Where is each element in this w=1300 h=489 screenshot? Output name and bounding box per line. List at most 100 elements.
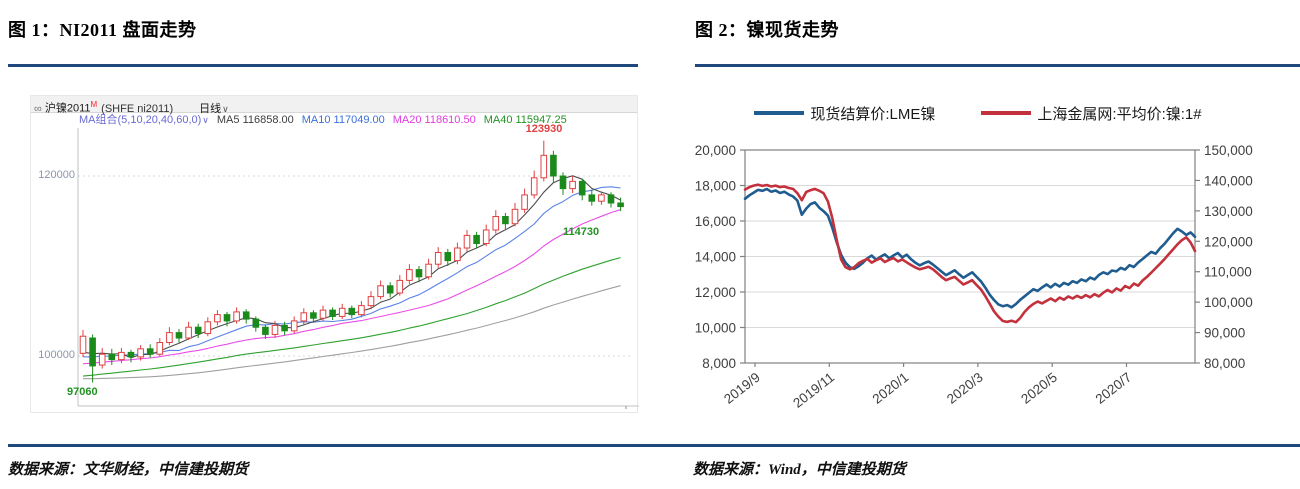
smm-line-swatch <box>981 111 1032 115</box>
candle-up <box>425 263 432 278</box>
candle-up <box>406 269 413 281</box>
period-dropdown[interactable]: 日线∨ <box>199 103 229 115</box>
candle-up <box>454 247 461 262</box>
left-axis-tick-label: 18,000 <box>695 179 736 194</box>
candle-up <box>521 194 528 210</box>
chevron-down-icon: ∨ <box>222 103 229 114</box>
candle-down <box>578 180 586 196</box>
right-axis-tick-label: 130,000 <box>1204 204 1253 219</box>
right-axis-tick-label: 100,000 <box>1204 295 1253 310</box>
candle-up <box>98 353 106 366</box>
ma20-value: MA20 118610.50 <box>392 114 476 126</box>
series-line <box>743 183 1197 324</box>
x-axis-tick-label: 2020/1 <box>870 370 912 407</box>
candle-up <box>204 321 212 335</box>
x-axis-tick-label: 2019/9 <box>721 370 763 407</box>
figure1-source: 数据来源：文华财经，中信建投期货 <box>8 462 249 478</box>
ma10-line <box>82 186 621 358</box>
ma-combo-label: MA组合(5,10,20,40,60,0) <box>79 114 202 126</box>
candlestick-plot <box>77 128 639 409</box>
candle-down <box>194 326 202 335</box>
ma40-line <box>82 257 621 377</box>
left-axis-tick-label: 14,000 <box>695 250 736 265</box>
candle-up <box>367 296 375 307</box>
ma40-value: MA40 115947.25 <box>483 114 567 126</box>
candle-down <box>617 202 624 208</box>
candle-up <box>214 314 221 323</box>
candle-down <box>281 324 288 332</box>
candle-down <box>386 285 394 294</box>
left-axis-tick-label: 16,000 <box>695 214 736 229</box>
link-icon: ∞ <box>34 102 42 115</box>
lme-legend-label: 现货结算价:LME镍 <box>810 105 936 123</box>
chart1-toolbar: ∞ 沪镍2011M (SHFE ni2011) 日线∨ <box>31 96 637 115</box>
candle-up <box>319 309 327 319</box>
candle-down <box>415 269 423 278</box>
candle-down <box>348 307 356 316</box>
right-axis-tick-label: 90,000 <box>1204 326 1245 341</box>
low-price-annotation: 97060 <box>67 386 98 398</box>
candle-up <box>511 208 519 225</box>
y-axis-label-100000: 100000 <box>38 349 75 361</box>
ma-indicator-row: MA组合(5,10,20,40,60,0)∨ MA5 116858.00 MA10 … <box>79 113 639 128</box>
left-axis-tick-label: 12,000 <box>695 285 736 300</box>
candle-up <box>492 216 500 231</box>
right-axis-tick-label: 120,000 <box>1204 234 1253 249</box>
chart2-legend: 现货结算价:LME镍 上海金属网:平均价:镍:1# <box>688 102 1268 124</box>
y-axis-label-120000: 120000 <box>38 169 75 181</box>
candle-up <box>434 252 442 265</box>
bottom-rule <box>8 444 1300 447</box>
main-contract-badge: M <box>90 100 98 109</box>
candle-down <box>502 216 509 225</box>
period-label: 日线 <box>199 102 222 115</box>
candle-down <box>550 154 557 177</box>
smm-legend-label: 上海金属网:平均价:镍:1# <box>1037 105 1202 123</box>
x-axis-tick-label: 2019/11 <box>790 370 837 411</box>
candle-up <box>166 332 173 344</box>
left-axis-tick-label: 20,000 <box>695 143 736 158</box>
candle-down <box>559 175 567 190</box>
candle-up <box>185 326 192 339</box>
candle-down <box>89 337 96 367</box>
ma5-value: MA5 116858.00 <box>216 114 294 126</box>
figure2-title-rule <box>695 64 1300 67</box>
series-line <box>743 187 1197 309</box>
figure1-title: 图 1：NI2011 盘面走势 <box>8 20 197 40</box>
candle-down <box>127 351 135 358</box>
chevron-down-icon: ∨ <box>202 115 209 125</box>
candle-up <box>530 177 538 196</box>
ma5-line <box>82 175 621 359</box>
spot-price-line-chart: 20,000 18,000 16,000 14,000 12,000 10,000 8,00… <box>695 143 1253 411</box>
figure1-title-rule <box>8 64 638 67</box>
x-axis-tick-label: 2020/5 <box>1018 370 1060 407</box>
candle-down <box>108 353 116 361</box>
candle-up <box>271 324 279 335</box>
ma20-line <box>82 209 621 365</box>
candle-down <box>262 326 269 335</box>
lme-line-swatch <box>754 111 805 115</box>
candle-up <box>463 234 471 249</box>
candle-up <box>300 312 308 322</box>
right-axis-tick-label: 80,000 <box>1204 356 1245 371</box>
figure2-title: 图 2：镍现货走势 <box>695 20 839 40</box>
candle-up <box>377 285 384 298</box>
symbol-name: 沪镍2011 <box>44 102 91 115</box>
ma-combo-dropdown[interactable]: MA组合(5,10,20,40,60,0)∨ <box>79 114 209 126</box>
candle-up <box>482 229 490 245</box>
ma10-value: MA10 117049.00 <box>301 114 385 126</box>
candle-up <box>233 311 240 322</box>
candle-down <box>444 252 452 262</box>
candle-down <box>223 314 231 322</box>
candle-up <box>540 154 548 179</box>
candle-up <box>338 307 346 317</box>
candle-up <box>118 351 125 361</box>
candle-up <box>598 194 605 202</box>
right-axis-tick-label: 110,000 <box>1204 265 1252 280</box>
candle-down <box>588 194 596 202</box>
figure2-source: 数据来源：Wind，中信建投期货 <box>693 462 906 478</box>
legend-item-smm: 上海金属网:平均价:镍:1# <box>981 103 1202 124</box>
candle-up <box>156 342 164 355</box>
symbol-code: (SHFE ni2011) <box>101 102 174 115</box>
legend-item-lme: 现货结算价:LME镍 <box>754 103 935 124</box>
